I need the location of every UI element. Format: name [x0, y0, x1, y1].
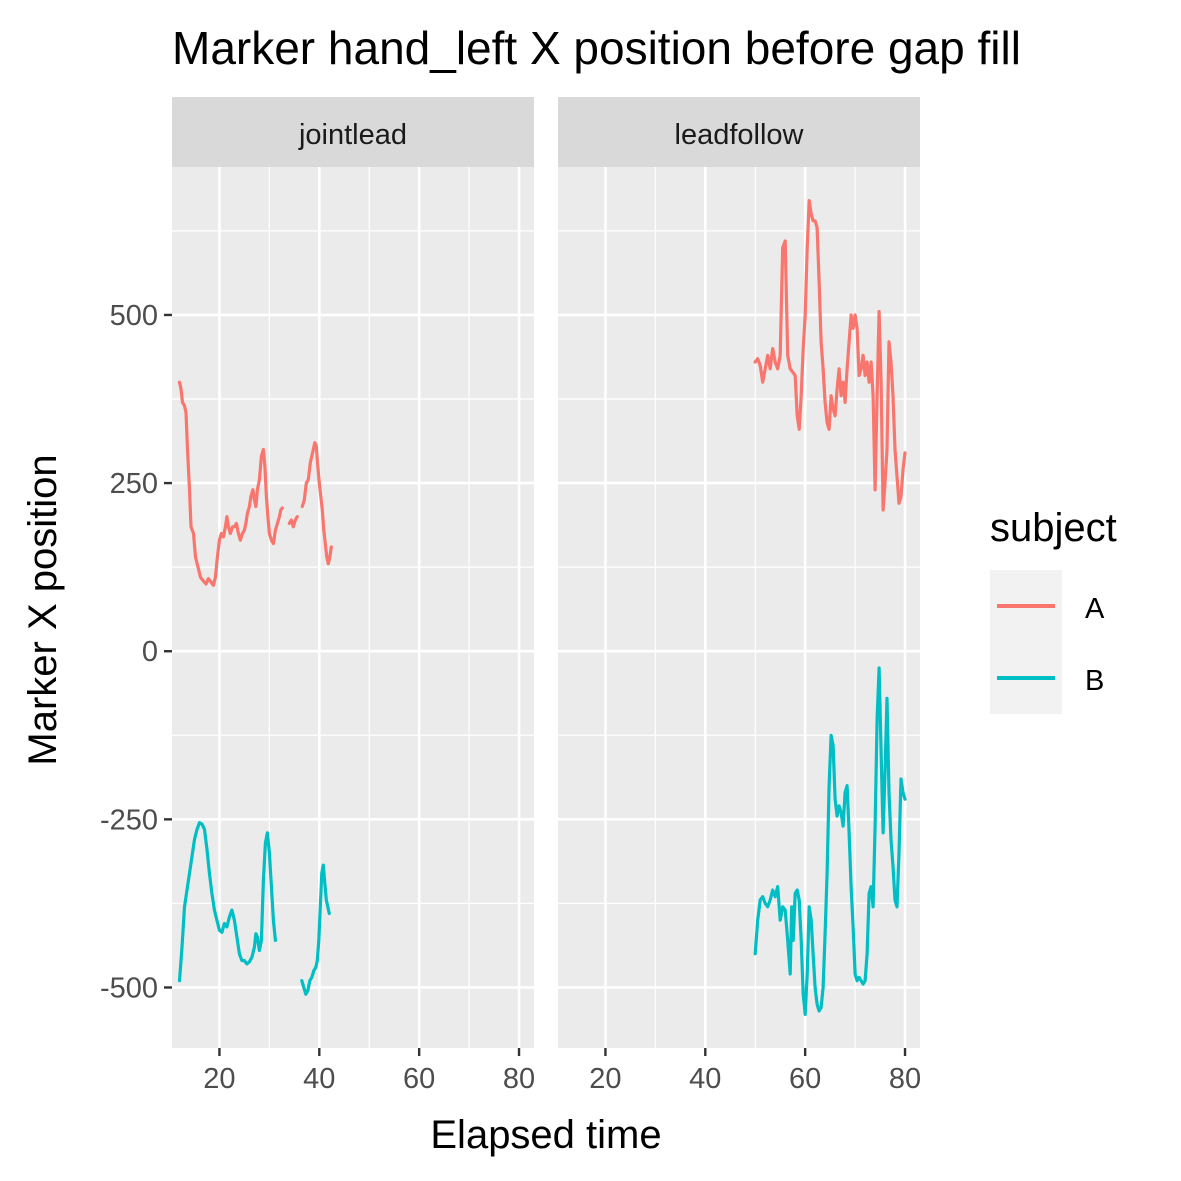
y-tick-label: 500: [110, 300, 158, 332]
facet-strip: [558, 97, 920, 167]
y-axis-label: Marker X position: [21, 454, 65, 765]
series-line-b: [753, 666, 907, 1016]
x-tick-label: 60: [789, 1063, 821, 1095]
series-line-a: [177, 380, 284, 587]
panel-jointlead: jointlead: [172, 97, 534, 1048]
x-tick-label: 40: [303, 1063, 335, 1095]
y-tick-label: -500: [100, 972, 158, 1004]
x-tick-label: 20: [203, 1063, 235, 1095]
series-line-a: [753, 199, 907, 512]
legend-key-background: [990, 570, 1062, 714]
plot-panel-background: [172, 167, 534, 1048]
legend-label-b: B: [1085, 665, 1104, 697]
legend-title: subject: [990, 506, 1117, 550]
x-tick-label: 60: [403, 1063, 435, 1095]
series-line-b: [177, 821, 277, 983]
x-tick-label: 40: [689, 1063, 721, 1095]
x-tick-label: 80: [889, 1063, 921, 1095]
series-line-a: [287, 515, 299, 529]
x-axis: 20 40 60 80 20 40 60 80: [203, 1048, 921, 1095]
facet-strip-label: leadfollow: [675, 119, 805, 151]
y-tick-label: -250: [100, 804, 158, 836]
y-tick-label: 0: [142, 636, 158, 668]
facet-strip-label: jointlead: [298, 119, 407, 151]
x-axis-label: Elapsed time: [430, 1113, 661, 1157]
y-tick-label: 250: [110, 468, 158, 500]
plot-panel-background: [558, 167, 920, 1048]
series-line-b: [300, 863, 331, 996]
y-axis: 500 250 0 -250 -500: [100, 300, 172, 1004]
panel-leadfollow: leadfollow: [558, 97, 920, 1048]
x-tick-label: 20: [589, 1063, 621, 1095]
facet-strip: [172, 97, 534, 167]
chart-title: Marker hand_left X position before gap f…: [172, 22, 1021, 74]
series-line-a: [300, 441, 333, 566]
legend: subject A B: [990, 506, 1117, 714]
x-tick-label: 80: [503, 1063, 535, 1095]
legend-label-a: A: [1085, 593, 1105, 625]
